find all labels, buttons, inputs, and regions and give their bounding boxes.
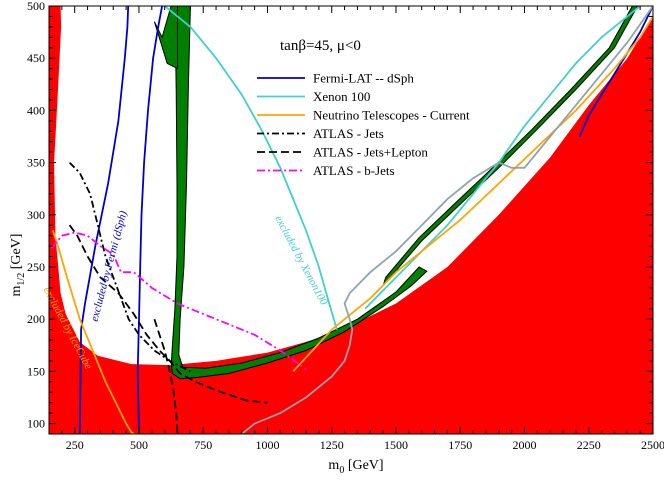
y-tick-label: 250 [27,260,45,274]
x-tick-label: 1000 [255,438,279,452]
region-3 [153,6,178,70]
x-tick-label: 250 [66,438,84,452]
x-axis-title-sub: 0 [339,465,344,476]
x-tick-label: 1750 [448,438,472,452]
x-tick-label: 2250 [577,438,601,452]
ticks-layer: 250 500 750 1000 1250 1500 1750 2000 2250 2500 100… [27,0,664,452]
regions-layer [49,6,653,434]
x-tick-label: 2500 [641,438,664,452]
series-line-8 [68,224,268,404]
series-line-1 [136,6,163,434]
plot-frame [48,5,654,435]
legend-label-2: Neutrino Telescopes - Current [313,108,470,123]
region-0 [49,6,653,434]
x-tick-label: 2000 [512,438,536,452]
series-line-0 [78,6,130,434]
x-tick-label: 750 [194,438,212,452]
y-axis-title-main: m [9,285,24,296]
legend-label-1: Xenon 100 [313,89,370,104]
annotation-1: excluded by Xenon100 [272,214,330,308]
legend-label-0: Fermi-LAT -- dSph [313,71,414,86]
series-line-10 [50,231,307,371]
legend-label-4: ATLAS - Jets+Lepton [313,145,428,160]
legend: Fermi-LAT -- dSph Xenon 100 Neutrino Teles… [257,71,470,178]
series-line-3 [164,6,338,330]
x-axis-title: m0 [GeV] [328,458,383,476]
series-layer [50,6,653,434]
x-tick-label: 1500 [384,438,408,452]
y-tick-label: 150 [27,364,45,378]
series-line-11 [241,6,653,434]
x-axis-title-unit: [GeV] [344,458,383,473]
y-axis-title-sub: 1/2 [16,273,27,286]
x-tick-label: 500 [130,438,148,452]
region-2 [382,6,639,287]
region-1 [170,6,428,380]
legend-label-3: ATLAS - Jets [313,126,384,141]
series-line-2 [578,6,653,137]
series-line-7 [68,161,191,373]
y-tick-label: 200 [27,312,45,326]
x-axis-title-main: m [328,458,339,473]
y-tick-label: 350 [27,156,45,170]
y-tick-label: 100 [27,417,45,431]
y-axis-title-unit: [GeV] [9,234,24,273]
series-line-6 [292,15,653,373]
y-tick-label: 300 [27,208,45,222]
x-tick-label: 1250 [320,438,344,452]
y-tick-label: 400 [27,103,45,117]
y-axis-title: m1/2 [GeV] [9,234,27,297]
series-line-9 [153,318,179,434]
series-line-5 [52,230,135,434]
y-tick-label: 450 [27,51,45,65]
legend-label-5: ATLAS - b-Jets [313,163,395,178]
chart-title: tanβ=45, μ<0 [280,38,361,54]
y-tick-label: 500 [27,0,45,13]
